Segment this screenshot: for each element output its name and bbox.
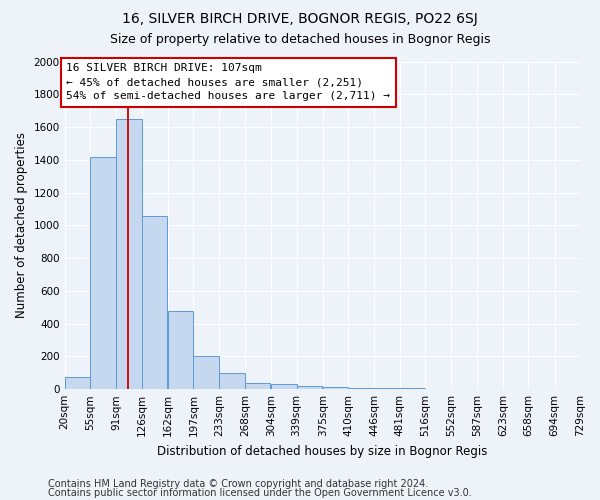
Text: Contains public sector information licensed under the Open Government Licence v3: Contains public sector information licen… bbox=[48, 488, 472, 498]
Bar bbox=[168, 312, 193, 389]
Bar bbox=[142, 216, 167, 389]
Text: 16 SILVER BIRCH DRIVE: 107sqm
← 45% of detached houses are smaller (2,251)
54% o: 16 SILVER BIRCH DRIVE: 107sqm ← 45% of d… bbox=[66, 63, 390, 101]
Text: Contains HM Land Registry data © Crown copyright and database right 2024.: Contains HM Land Registry data © Crown c… bbox=[48, 479, 428, 489]
Bar bbox=[400, 388, 425, 389]
Bar bbox=[245, 382, 271, 389]
Bar bbox=[90, 156, 116, 389]
Bar bbox=[271, 384, 296, 389]
Bar bbox=[425, 388, 451, 389]
Bar bbox=[220, 373, 245, 389]
Bar bbox=[323, 386, 348, 389]
Bar bbox=[116, 119, 142, 389]
Bar bbox=[348, 388, 374, 389]
X-axis label: Distribution of detached houses by size in Bognor Regis: Distribution of detached houses by size … bbox=[157, 444, 488, 458]
Bar bbox=[296, 386, 322, 389]
Text: 16, SILVER BIRCH DRIVE, BOGNOR REGIS, PO22 6SJ: 16, SILVER BIRCH DRIVE, BOGNOR REGIS, PO… bbox=[122, 12, 478, 26]
Bar bbox=[65, 377, 90, 389]
Bar bbox=[193, 356, 219, 389]
Bar bbox=[374, 388, 400, 389]
Y-axis label: Number of detached properties: Number of detached properties bbox=[15, 132, 28, 318]
Text: Size of property relative to detached houses in Bognor Regis: Size of property relative to detached ho… bbox=[110, 32, 490, 46]
